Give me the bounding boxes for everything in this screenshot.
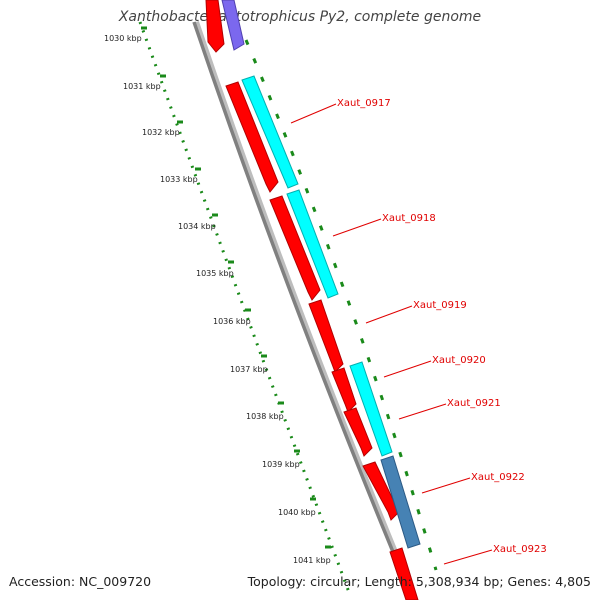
kbp-label: 1038 kbp	[246, 412, 284, 421]
ruler-inner-dotted	[138, 21, 352, 596]
cds-feature[interactable]	[343, 407, 373, 457]
gene-label[interactable]: Xaut_0918	[382, 213, 436, 224]
cds-feature[interactable]	[389, 547, 419, 600]
cds-feature[interactable]	[308, 299, 344, 373]
gene-label[interactable]: Xaut_0921	[447, 398, 501, 409]
gene-label[interactable]: Xaut_0919	[413, 300, 467, 311]
genome-backbone	[192, 21, 414, 599]
cds-feature[interactable]	[331, 367, 357, 413]
purple-feature[interactable]	[221, 0, 245, 51]
cds-feature[interactable]	[269, 195, 321, 301]
steel-feature[interactable]	[380, 455, 421, 549]
genome-backbone-shadow	[193, 21, 417, 600]
cds-track	[205, 0, 419, 600]
gene-label[interactable]: Xaut_0917	[337, 98, 391, 109]
cyan-feature[interactable]	[241, 75, 299, 189]
kbp-label: 1030 kbp	[104, 34, 142, 43]
cds-feature[interactable]	[362, 461, 400, 521]
gene-label[interactable]: Xaut_0923	[493, 544, 547, 555]
ruler-outer-dashed	[244, 39, 438, 571]
kbp-label: 1035 kbp	[196, 269, 234, 278]
kbp-label: 1032 kbp	[142, 128, 180, 137]
cyan-feature[interactable]	[286, 189, 339, 299]
cds-feature[interactable]	[205, 0, 225, 53]
kbp-tick-marks	[141, 26, 331, 549]
kbp-label: 1037 kbp	[230, 365, 268, 374]
accession-text: Accession: NC_009720	[9, 574, 152, 589]
kbp-label: 1040 kbp	[278, 508, 316, 517]
gene-label[interactable]: Xaut_0922	[471, 472, 525, 483]
cyan-feature[interactable]	[349, 361, 393, 457]
kbp-label: 1033 kbp	[160, 175, 198, 184]
cds-feature[interactable]	[225, 81, 279, 193]
genome-summary: Topology: circular; Length: 5,308,934 bp…	[247, 574, 591, 589]
kbp-label: 1041 kbp	[293, 556, 331, 565]
kbp-label: 1034 kbp	[178, 222, 216, 231]
kbp-label: 1039 kbp	[262, 460, 300, 469]
feature-track-2	[221, 0, 421, 549]
label-leaders	[290, 103, 493, 565]
kbp-label: 1031 kbp	[123, 82, 161, 91]
gene-label[interactable]: Xaut_0920	[432, 355, 486, 366]
kbp-label: 1036 kbp	[213, 317, 251, 326]
